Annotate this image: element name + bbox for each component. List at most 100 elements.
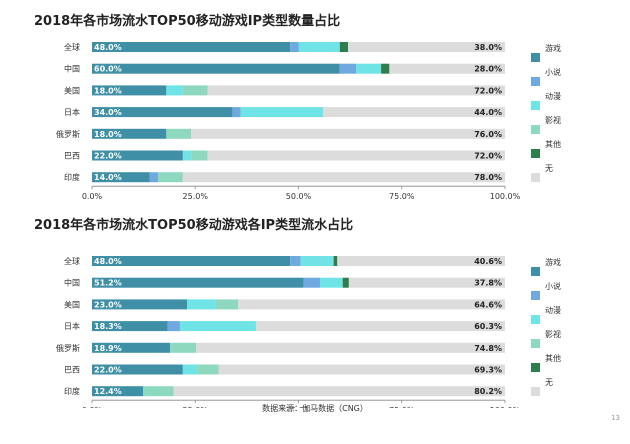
chart2-data-label: 80.2% — [474, 387, 502, 396]
chart2-category-label: 巴西 — [64, 366, 80, 375]
chart1-legend-swatch — [531, 77, 540, 86]
chart1-bar-segment — [92, 107, 233, 118]
chart1-data-label: 72.0% — [474, 86, 502, 95]
chart2-data-label: 12.4% — [94, 387, 122, 396]
chart2-legend-label: 小说 — [545, 281, 561, 291]
chart2-legend-swatch — [531, 339, 540, 348]
chart1-bar-segment — [339, 63, 357, 74]
chart2-bar-segment — [144, 386, 174, 397]
chart1-bar-segment — [207, 150, 505, 161]
chart2-legend-swatch — [531, 267, 540, 276]
chart1-legend-swatch — [531, 101, 540, 110]
chart2-data-label: 64.6% — [474, 300, 502, 309]
chart2-bar-segment — [337, 256, 505, 266]
chart2-bar-segment — [300, 256, 334, 266]
chart2-data-label: 69.3% — [474, 366, 502, 375]
chart1-legend-swatch — [531, 125, 540, 134]
page-number: 13 — [611, 414, 620, 422]
chart1-x-tick-label: 50.0% — [286, 192, 312, 201]
chart1-data-label: 18.0% — [94, 130, 122, 139]
chart2-bar-segment — [170, 342, 197, 353]
chart1-bar-segment — [149, 172, 159, 183]
chart2-bar-segment — [92, 299, 187, 310]
chart1-bar-segment — [381, 63, 390, 74]
chart1-bar-segment — [92, 42, 291, 52]
chart1-legend-swatch — [531, 149, 540, 158]
chart2-bar-segment — [319, 277, 343, 288]
chart1-bar-segment — [298, 42, 340, 52]
chart2-bar-segment — [342, 277, 349, 288]
chart1-bar-segment — [92, 85, 167, 96]
chart2-legend-label: 影视 — [545, 329, 561, 339]
chart1-category-label: 俄罗斯 — [56, 129, 80, 139]
chart1-data-label: 48.0% — [94, 43, 122, 52]
chart1-data-label: 34.0% — [94, 108, 122, 117]
chart1-bar-segment — [339, 42, 349, 52]
chart1-data-label: 78.0% — [474, 173, 502, 182]
chart2-bar-segment — [238, 299, 505, 310]
chart2-bar-segment — [92, 364, 183, 375]
chart2-data-label: 60.3% — [474, 322, 502, 331]
chart2-svg: 全球 48.0% 40.6% 中国 51.2% 37.8% 美国 23.0% 64.6% 日本 18… — [56, 256, 561, 408]
chart1-category-label: 日本 — [64, 107, 80, 117]
chart2-x-tick-label: 0.0% — [82, 406, 103, 408]
chart2-data-label: 18.3% — [94, 322, 122, 331]
chart1-data-label: 38.0% — [474, 43, 502, 52]
chart2-x-tick-label: 100.0% — [490, 406, 521, 408]
chart2-data-label: 51.2% — [94, 279, 122, 288]
chart1-data-label: 60.0% — [94, 65, 122, 74]
chart2-bar-segment — [290, 256, 301, 266]
chart2-category-label: 俄罗斯 — [56, 343, 80, 353]
source-note: 数据来源：伽马数据（CNG） — [262, 404, 368, 413]
chart1-data-label: 22.0% — [94, 152, 122, 161]
chart1-legend-label: 无 — [545, 164, 553, 173]
chart1-bar-segment — [207, 85, 505, 96]
chart2-bar-segment — [179, 321, 256, 332]
chart1-x-tick-label: 75.0% — [389, 192, 415, 201]
chart2-bar-segment — [173, 386, 506, 397]
chart2-bar-segment — [197, 364, 219, 375]
chart2-data-label: 40.6% — [474, 257, 502, 266]
chart1-bar-segment — [182, 172, 506, 183]
chart1-bar-segment — [191, 128, 505, 139]
chart1-bar-segment — [182, 85, 208, 96]
chart2-bar-segment — [196, 342, 506, 353]
chart1-legend-label: 游戏 — [545, 43, 561, 53]
chart2-bar-segment — [182, 364, 198, 375]
chart1-data-label: 18.0% — [94, 86, 122, 95]
chart1-x-tick-label: 25.0% — [183, 192, 209, 201]
chart1-category-label: 全球 — [64, 42, 80, 52]
chart1-x-tick-label: 100.0% — [490, 192, 521, 201]
chart2-bar-segment — [303, 277, 320, 288]
chart2-bar-segment — [255, 321, 505, 332]
chart1-category-label: 中国 — [64, 64, 80, 74]
chart1-category-label: 印度 — [64, 172, 80, 182]
chart2-data-label: 23.0% — [94, 300, 122, 309]
chart2-bar-segment — [92, 321, 168, 332]
chart1-category-label: 巴西 — [64, 152, 80, 161]
chart1-bar-segment — [240, 107, 324, 118]
chart1-bar-segment — [92, 150, 183, 161]
chart2-legend-label: 动漫 — [545, 305, 561, 315]
chart2-x-tick-label: 25.0% — [183, 406, 209, 408]
chart2-bar-segment — [92, 256, 291, 266]
chart1-data-label: 72.0% — [474, 152, 502, 161]
chart1-bar-segment — [92, 172, 150, 183]
chart2-legend-swatch — [531, 387, 540, 396]
chart1-bar-segment — [348, 42, 505, 52]
chart2-data-label: 37.8% — [474, 279, 502, 288]
chart2-data-label: 48.0% — [94, 257, 122, 266]
chart1-title: 2018年各市场流水TOP50移动游戏IP类型数量占比 — [34, 14, 341, 29]
chart2-bar-segment — [167, 321, 180, 332]
chart2-bar-segment — [92, 277, 304, 288]
chart2-legend-swatch — [531, 291, 540, 300]
chart2-data-label: 22.0% — [94, 366, 122, 375]
chart1-bar-segment — [290, 42, 299, 52]
chart2-legend-label: 无 — [545, 378, 553, 387]
chart1-bar-segment — [166, 128, 192, 139]
chart2-x-tick-label: 50.0% — [286, 406, 312, 408]
chart2-legend-label: 游戏 — [545, 257, 561, 267]
chart2-category-label: 美国 — [64, 299, 80, 309]
chart1-legend-swatch — [531, 173, 540, 182]
chart1-bar-segment — [166, 85, 183, 96]
